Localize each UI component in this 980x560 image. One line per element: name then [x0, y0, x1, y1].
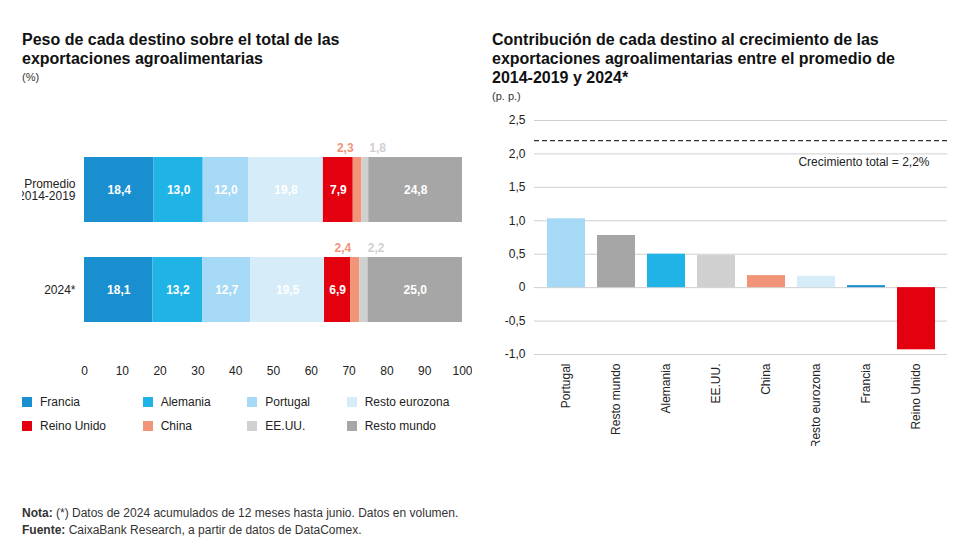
svg-text:Portugal: Portugal: [559, 364, 573, 409]
html-text:Reino Unido: Reino Unido: [40, 419, 106, 433]
html-text:EE.UU.: EE.UU.: [265, 419, 306, 433]
html-text:Nota: (*) Datos de 2024 acumul: Nota: (*) Datos de 2024 acumulados de 12…: [22, 506, 459, 520]
svg-text:Promedio2014-2019: Promedio2014-2019: [22, 177, 76, 203]
svg-text:1,0: 1,0: [509, 214, 526, 228]
html-text:China: China: [160, 419, 192, 433]
html-text:Peso de cada destino sobre el: Peso de cada destino sobre el total de l…: [22, 31, 340, 67]
svg-text:2,0: 2,0: [509, 147, 526, 161]
svg-text:18,4: 18,4: [108, 183, 132, 197]
svg-text:EE.UU.: EE.UU.: [709, 364, 723, 404]
html-text:Portugal: Portugal: [265, 395, 310, 409]
svg-text:1,8: 1,8: [369, 141, 386, 155]
svg-text:-0,5: -0,5: [505, 314, 526, 328]
svg-text:70: 70: [342, 364, 356, 378]
svg-text:2,3: 2,3: [337, 141, 354, 155]
svg-text:90: 90: [418, 364, 432, 378]
svg-text:60: 60: [305, 364, 319, 378]
svg-text:Resto eurozona: Resto eurozona: [809, 363, 823, 446]
svg-text:25,0: 25,0: [404, 283, 428, 297]
svg-text:12,0: 12,0: [214, 183, 238, 197]
html-text:Resto mundo: Resto mundo: [364, 419, 436, 433]
svg-text:19,5: 19,5: [276, 283, 300, 297]
svg-text:1,5: 1,5: [509, 180, 526, 194]
html-text:Contribución de cada destino a: Contribución de cada destino al crecimie…: [492, 31, 895, 86]
svg-text:80: 80: [380, 364, 394, 378]
svg-text:0: 0: [81, 364, 88, 378]
svg-text:Crecimiento total = 2,2%: Crecimiento total = 2,2%: [798, 155, 929, 169]
svg-text:100: 100: [452, 364, 472, 378]
svg-text:Reino Unido: Reino Unido: [909, 363, 923, 429]
svg-text:2024*: 2024*: [44, 283, 76, 297]
svg-text:-1,0: -1,0: [505, 347, 526, 361]
svg-text:2,2: 2,2: [368, 241, 385, 255]
svg-text:0,5: 0,5: [509, 247, 526, 261]
svg-text:18,1: 18,1: [107, 283, 131, 297]
svg-text:24,8: 24,8: [404, 183, 428, 197]
svg-text:20: 20: [153, 364, 167, 378]
svg-text:Francia: Francia: [859, 363, 873, 403]
svg-text:13,0: 13,0: [167, 183, 191, 197]
html-text:Francia: Francia: [40, 395, 80, 409]
svg-text:0: 0: [519, 280, 526, 294]
svg-text:40: 40: [229, 364, 243, 378]
svg-text:13,2: 13,2: [166, 283, 190, 297]
svg-text:50: 50: [267, 364, 281, 378]
html-text:Alemania: Alemania: [160, 395, 211, 409]
html-text:(p. p.): (p. p.): [492, 90, 521, 102]
svg-text:30: 30: [191, 364, 205, 378]
html-text:Fuente: CaixaBank Research, a: Fuente: CaixaBank Research, a partir de …: [22, 523, 362, 537]
svg-text:6,9: 6,9: [329, 283, 346, 297]
svg-text:10: 10: [116, 364, 130, 378]
svg-text:19,8: 19,8: [274, 183, 298, 197]
svg-text:7,9: 7,9: [330, 183, 347, 197]
svg-text:China: China: [759, 363, 773, 395]
html-text:Resto eurozona: Resto eurozona: [364, 395, 450, 409]
svg-text:12,7: 12,7: [215, 283, 239, 297]
svg-text:2,5: 2,5: [509, 113, 526, 127]
svg-text:Alemania: Alemania: [659, 363, 673, 413]
svg-text:Resto mundo: Resto mundo: [609, 363, 623, 435]
svg-text:2,4: 2,4: [334, 241, 351, 255]
